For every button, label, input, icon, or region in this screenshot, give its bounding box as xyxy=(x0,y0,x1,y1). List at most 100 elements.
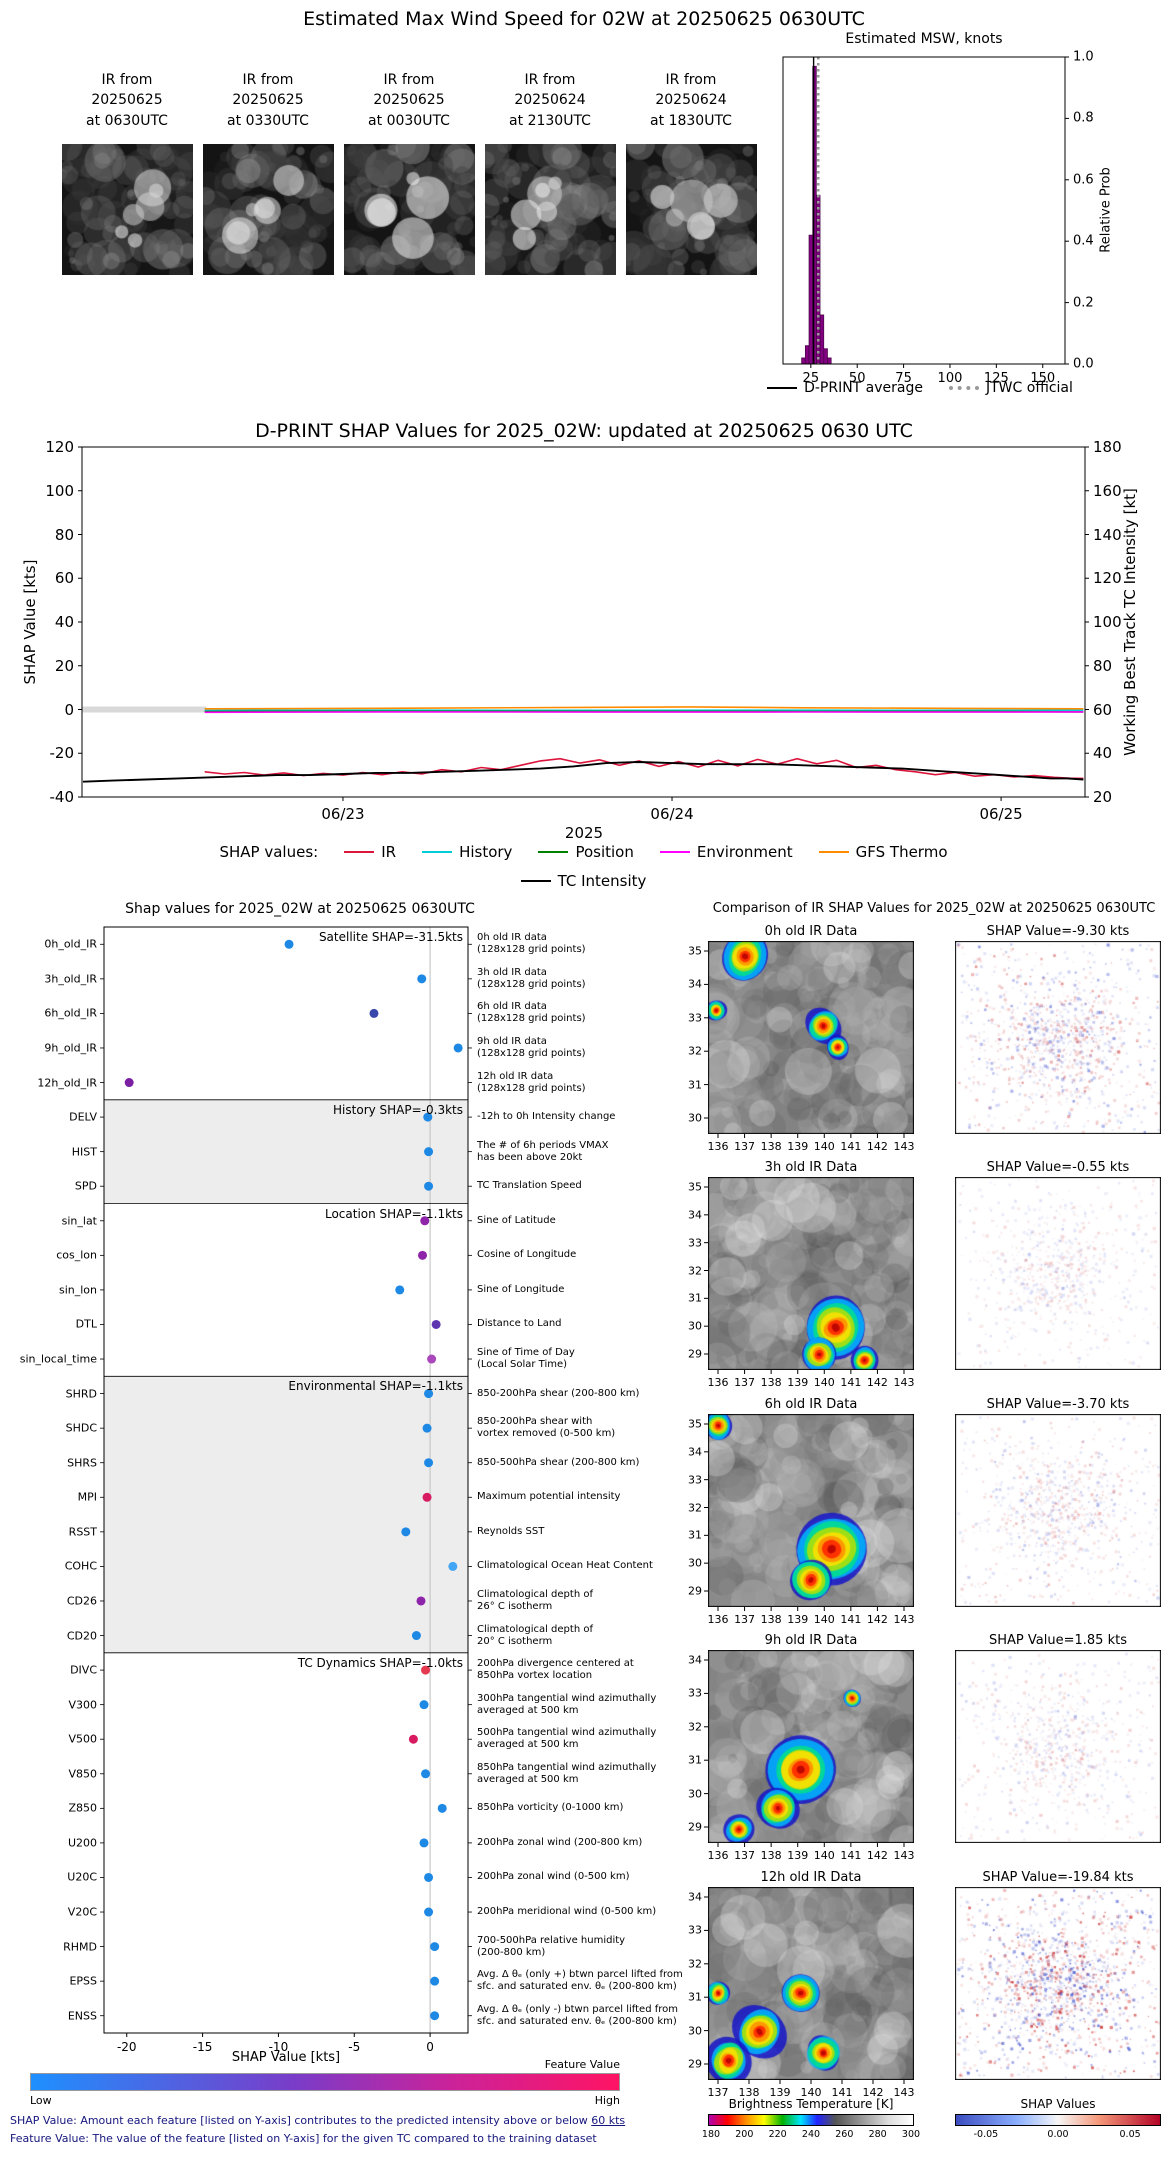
line-swatch xyxy=(538,851,569,853)
page-title: Estimated Max Wind Speed for 02W at 2025… xyxy=(303,8,865,30)
legend-label: Environment xyxy=(696,843,793,861)
legend-label: IR xyxy=(381,843,397,861)
ts-ytick-right: 180 xyxy=(1093,438,1122,456)
feature-annotation-line: 6h old IR data xyxy=(477,1001,547,1013)
ir-thumbnail-label-line: IR from xyxy=(524,72,576,88)
feature-annotation-line: (Local Solar Time) xyxy=(477,1359,568,1371)
ir-thumbnail-label: IR from 20250624 at 1830UTC xyxy=(650,70,732,131)
feature-name: 6h_old_IR xyxy=(44,1006,97,1020)
feature-colorbar xyxy=(30,2073,620,2091)
map-xtick: 136 xyxy=(707,1849,729,1862)
feature-annotation-line: 0h old IR data xyxy=(477,932,547,944)
feature-annotation: The # of 6h periods VMAX has been above 2… xyxy=(477,1140,608,1164)
feature-annotation: 850-200hPa shear (200-800 km) xyxy=(477,1388,639,1400)
histogram-legend: D-PRINT average JTWC official xyxy=(748,380,1092,396)
hist-xtick: 100 xyxy=(937,371,963,386)
hist-ytick: 0.0 xyxy=(1073,356,1094,372)
feature-annotation-line: (200-800 km) xyxy=(477,1946,546,1958)
footnote-text: Feature Value: The value of the feature … xyxy=(10,2132,597,2145)
bt-colorbar-tick: 180 xyxy=(701,2129,721,2140)
feature-annotation: 200hPa zonal wind (200-800 km) xyxy=(477,1837,642,1849)
feature-annotation: 700-500hPa relative humidity (200-800 km) xyxy=(477,1935,625,1959)
map-ytick: 29 xyxy=(688,1820,702,1834)
feature-name: U200 xyxy=(67,1836,97,1850)
feature-annotation: 200hPa zonal wind (0-500 km) xyxy=(477,1871,630,1883)
ts-ytick-left: -40 xyxy=(49,788,75,806)
feature-annotation-line: 200hPa divergence centered at xyxy=(477,1658,634,1670)
feature-name: cos_lon xyxy=(56,1248,97,1262)
ts-xtick: 06/25 xyxy=(979,805,1023,823)
ts-ytick-right: 120 xyxy=(1093,569,1122,588)
ts-ytick-right: 160 xyxy=(1093,481,1122,500)
map-ytick: 32 xyxy=(688,1720,702,1734)
feature-annotation-line: Sine of Longitude xyxy=(477,1283,565,1295)
map-xtick: 141 xyxy=(840,1140,862,1153)
feature-annotation-line: 850-500hPa shear (200-800 km) xyxy=(477,1456,640,1468)
legend-item-jtwc-official: JTWC official xyxy=(949,380,1073,396)
feature-annotation: 12h old IR data (128x128 grid points) xyxy=(477,1071,586,1095)
feature-name: 12h_old_IR xyxy=(37,1076,97,1090)
fp-xtick: 0 xyxy=(426,2040,434,2054)
feature-annotation-line: Cosine of Longitude xyxy=(477,1249,577,1261)
feature-annotation-line: sfc. and saturated env. θₑ (200-800 km) xyxy=(477,1981,677,1993)
feature-name: MPI xyxy=(77,1490,97,1504)
feature-annotation-line: Maximum potential intensity xyxy=(477,1491,621,1503)
map-ytick: 30 xyxy=(688,1556,702,1570)
hist-ytick: 0.6 xyxy=(1073,172,1094,188)
feature-annotation: Climatological Ocean Heat Content xyxy=(477,1560,653,1572)
shap-value-map xyxy=(955,1177,1161,1370)
feature-name: DELV xyxy=(69,1110,97,1124)
feature-annotation-line: 850hPa vortex location xyxy=(477,1670,593,1682)
feature-annotation-line: 26° C isotherm xyxy=(477,1600,553,1612)
feature-annotation: 3h old IR data (128x128 grid points) xyxy=(477,967,586,991)
line-swatch xyxy=(344,851,375,853)
ir-map-title: 6h old IR Data xyxy=(764,1397,858,1412)
legend-item-environment: Environment xyxy=(659,843,793,861)
feature-name: SHRD xyxy=(65,1387,97,1401)
timeseries-legend-row2: TC Intensity xyxy=(82,872,1085,890)
line-swatch xyxy=(520,880,551,882)
feature-annotation-line: Sine of Latitude xyxy=(477,1214,556,1226)
ts-xtick: 06/24 xyxy=(650,805,694,823)
map-xtick: 140 xyxy=(800,2086,822,2099)
feature-name: V20C xyxy=(67,1905,97,1919)
shap-value-map xyxy=(955,1650,1161,1843)
map-xtick: 136 xyxy=(707,1140,729,1153)
feature-group-label: History SHAP=-0.3kts xyxy=(333,1102,463,1117)
feature-annotation: Climatological depth of 26° C isotherm xyxy=(477,1589,593,1613)
feature-annotation: 9h old IR data (128x128 grid points) xyxy=(477,1036,586,1060)
hist-xtick: 50 xyxy=(848,371,866,386)
ts-ytick-right: 40 xyxy=(1093,744,1113,763)
legend-item-tc-intensity: TC Intensity xyxy=(520,872,646,890)
feature-annotation-line: 200hPa zonal wind (200-800 km) xyxy=(477,1836,643,1848)
map-xtick: 136 xyxy=(707,1613,729,1626)
fp-xtick: -5 xyxy=(348,2040,361,2054)
ts-xtick: 06/23 xyxy=(321,805,365,823)
legend-prefix: SHAP values: xyxy=(219,843,319,861)
ts-ytick-left: 80 xyxy=(54,525,74,544)
feature-annotation: Sine of Longitude xyxy=(477,1284,564,1296)
map-xtick: 139 xyxy=(787,1849,809,1862)
map-xtick: 141 xyxy=(840,1613,862,1626)
map-ytick: 31 xyxy=(688,1291,702,1305)
feature-annotation-line: 850hPa vorticity (0-1000 km) xyxy=(477,1802,624,1814)
feature-annotation-line: vortex removed (0-500 km) xyxy=(477,1428,616,1440)
shap-map-title: SHAP Value=-0.55 kts xyxy=(986,1160,1130,1175)
map-ytick: 29 xyxy=(688,1584,702,1598)
map-ytick: 35 xyxy=(688,1417,702,1431)
ts-ytick-left: 60 xyxy=(54,569,74,588)
feature-annotation: 850-200hPa shear with vortex removed (0-5… xyxy=(477,1416,615,1440)
feature-annotation: 500hPa tangential wind azimuthally averag… xyxy=(477,1727,656,1751)
map-ytick: 31 xyxy=(688,1528,702,1542)
feature-annotation-line: -12h to 0h Intensity change xyxy=(477,1111,616,1123)
timeseries-year-label: 2025 xyxy=(564,824,604,842)
map-ytick: 32 xyxy=(688,1264,702,1277)
line-swatch xyxy=(422,851,453,853)
ir-thumbnail-label-line: IR from xyxy=(665,72,717,88)
feature-annotation-line: 500hPa tangential wind azimuthally xyxy=(477,1727,657,1739)
feature-name: EPSS xyxy=(69,1974,97,1988)
footnote-feature-value: Feature Value: The value of the feature … xyxy=(10,2132,597,2145)
feature-name: V300 xyxy=(68,1698,97,1712)
histogram-ylabel: Relative Prob xyxy=(1098,167,1114,253)
legend-label: GFS Thermo xyxy=(855,843,948,861)
